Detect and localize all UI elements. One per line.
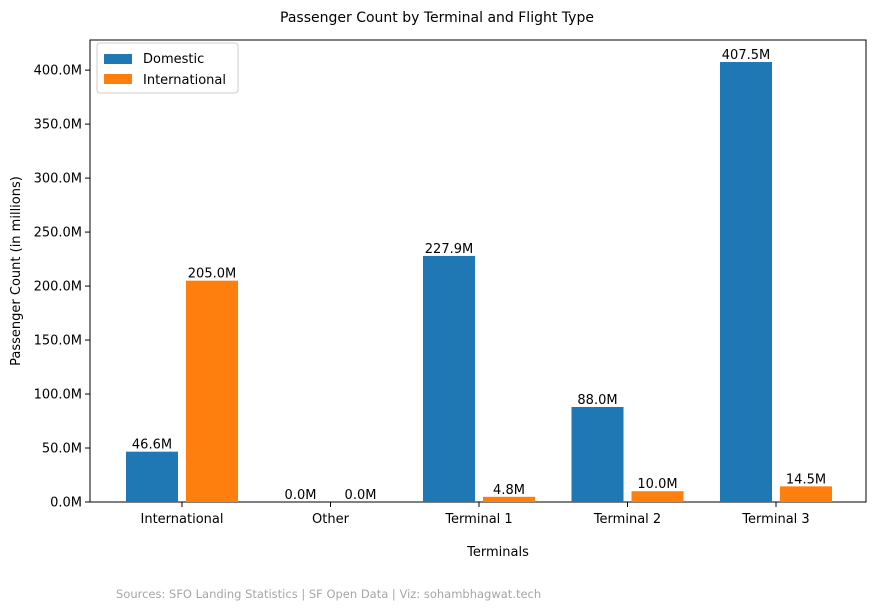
y-tick-label: 400.0M — [34, 64, 82, 79]
y-tick-label: 250.0M — [34, 226, 82, 241]
x-tick-label: Terminal 1 — [444, 512, 512, 527]
bar-labels: 46.6M 0.0M 227.9M 88.0M 407.5M 205.0M 0.0M 4.8M… — [132, 48, 826, 503]
y-tick-label: 0.0M — [50, 496, 82, 511]
y-tick-label: 50.0M — [42, 442, 82, 457]
bar-value-label: 10.0M — [637, 477, 677, 492]
legend-swatch-domestic — [104, 54, 132, 64]
legend-frame — [96, 42, 239, 94]
bar-international — [780, 486, 832, 502]
bar-value-label: 227.9M — [425, 242, 473, 257]
bar-domestic — [571, 406, 624, 502]
bar-international — [186, 280, 238, 502]
y-tick-label: 300.0M — [34, 172, 82, 187]
y-tick-label: 150.0M — [34, 334, 82, 349]
bar-international — [483, 496, 535, 502]
x-axis: International Other Terminal 1 Terminal 2 Te… — [141, 502, 810, 527]
chart-title: Passenger Count by Terminal and Flight T… — [280, 10, 594, 26]
bar-value-label: 14.5M — [786, 472, 826, 487]
bars — [126, 62, 832, 503]
bar-value-label: 0.0M — [345, 488, 377, 503]
x-tick-label: Terminal 3 — [741, 512, 809, 527]
bar-value-label: 407.5M — [722, 48, 770, 63]
legend-label-domestic: Domestic — [143, 52, 204, 67]
legend: Domestic International — [96, 42, 239, 94]
legend-label-international: International — [143, 73, 226, 88]
bar-international — [631, 491, 684, 502]
bar-value-label: 0.0M — [285, 488, 317, 503]
x-tick-label: Terminal 2 — [593, 512, 661, 527]
y-axis: 0.0M 50.0M 100.0M 150.0M 200.0M 250.0M 300.0M 3… — [34, 64, 90, 511]
y-axis-label: Passenger Count (in millions) — [9, 176, 24, 366]
bar-value-label: 4.8M — [493, 483, 525, 498]
bar-domestic — [126, 451, 178, 502]
plot-area — [89, 39, 867, 503]
source-credit: Sources: SFO Landing Statistics | SF Ope… — [116, 587, 541, 601]
y-tick-label: 350.0M — [34, 118, 82, 133]
bar-domestic — [423, 255, 475, 502]
legend-swatch-international — [104, 74, 132, 84]
x-tick-label: Other — [312, 512, 350, 527]
bar-value-label: 88.0M — [577, 393, 617, 408]
bar-value-label: 205.0M — [188, 267, 236, 282]
x-tick-label: International — [141, 512, 224, 527]
x-axis-label: Terminals — [466, 545, 529, 560]
bar-domestic — [720, 62, 772, 503]
y-tick-label: 100.0M — [34, 388, 82, 403]
y-tick-label: 200.0M — [34, 280, 82, 295]
bar-value-label: 46.6M — [132, 438, 172, 453]
